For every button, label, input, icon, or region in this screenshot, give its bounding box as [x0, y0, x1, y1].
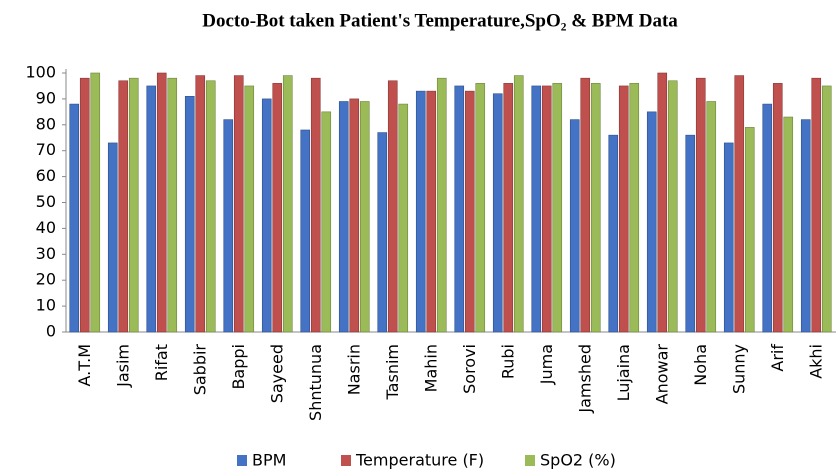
y-tick-label: 60: [36, 166, 56, 185]
bar: [128, 77, 139, 333]
bar: [436, 77, 447, 333]
bar: [205, 80, 216, 333]
x-tick-label: Noha: [691, 344, 710, 386]
bar: [772, 83, 783, 333]
bar: [233, 75, 244, 333]
bar: [695, 77, 706, 333]
y-tick-label: 30: [36, 244, 56, 263]
y-tick-label: 20: [36, 270, 56, 289]
x-tick-label: Jamshed: [575, 344, 594, 414]
bar: [321, 111, 332, 333]
x-tick-label: Shntunua: [306, 344, 325, 421]
bar: [387, 80, 398, 333]
y-tick-label: 40: [36, 218, 56, 237]
x-tick-label: Lujaina: [614, 344, 633, 401]
x-tick-label: Anowar: [652, 344, 671, 405]
bar: [734, 75, 745, 333]
x-tick-label: Juma: [537, 344, 556, 385]
x-tick-label: A.T.M: [75, 344, 94, 387]
bar: [300, 129, 311, 333]
x-tick-label: Rifat: [152, 344, 171, 381]
bar: [552, 83, 563, 333]
bar: [667, 80, 678, 333]
bar: [531, 85, 542, 333]
y-tick-label: 80: [36, 114, 56, 133]
bar: [580, 77, 591, 333]
bar: [426, 90, 437, 333]
bar: [184, 96, 195, 333]
y-tick-label: 100: [25, 63, 56, 82]
legend-swatch: [237, 455, 247, 466]
bar: [310, 77, 321, 333]
y-tick-label: 90: [36, 88, 56, 107]
bar: [223, 119, 234, 333]
bar: [244, 85, 255, 333]
bar: [398, 103, 409, 333]
bar: [800, 119, 811, 333]
bar: [79, 77, 90, 333]
y-tick-label: 0: [46, 322, 56, 341]
bar: [811, 77, 822, 333]
bar: [744, 127, 755, 333]
bar: [167, 77, 178, 333]
bar: [195, 75, 206, 333]
bar: [492, 93, 503, 333]
x-tick-label: Akhi: [806, 344, 825, 379]
bar: [783, 116, 794, 333]
y-tick-label: 10: [36, 296, 56, 315]
bar: [723, 142, 734, 333]
x-tick-label: Tasnim: [383, 344, 402, 400]
x-tick-label: Nasrin: [344, 344, 363, 395]
bar: [454, 85, 465, 333]
bar: [608, 134, 619, 333]
bar: [657, 72, 668, 333]
x-tick-label: Jasim: [113, 344, 132, 388]
bar: [107, 142, 118, 333]
bar: [513, 75, 524, 333]
y-tick-label: 70: [36, 140, 56, 159]
bar: [282, 75, 293, 333]
bar: [685, 134, 696, 333]
bar: [69, 103, 80, 333]
chart-title: Docto-Bot taken Patient's Temperature,Sp…: [202, 10, 678, 31]
bar: [629, 83, 640, 333]
bar: [706, 101, 717, 333]
bar: [821, 85, 832, 333]
bar: [349, 98, 360, 333]
legend-label: Temperature (F): [355, 451, 484, 470]
bar: [338, 101, 349, 333]
bar: [618, 85, 629, 333]
bar: [261, 98, 272, 333]
bar: [762, 103, 773, 333]
x-tick-label: Sorovi: [460, 344, 479, 394]
bar: [569, 119, 580, 333]
legend-label: BPM: [252, 451, 286, 470]
x-tick-label: Mahin: [421, 344, 440, 392]
x-tick-label: Bappi: [229, 344, 248, 390]
bar: [146, 85, 157, 333]
bar: [377, 132, 388, 333]
y-tick-label: 50: [36, 192, 56, 211]
x-tick-label: Rubi: [498, 344, 517, 379]
bar: [272, 83, 283, 333]
bar: [90, 72, 101, 333]
x-tick-label: Sayeed: [267, 344, 286, 403]
bar: [464, 90, 475, 333]
bar: [503, 83, 514, 333]
bar: [415, 90, 426, 333]
bar: [541, 85, 552, 333]
bar: [475, 83, 486, 333]
bar: [646, 111, 657, 333]
bar: [118, 80, 129, 333]
x-tick-label: Arif: [768, 344, 787, 372]
legend-swatch: [525, 455, 535, 466]
bar: [359, 101, 370, 333]
legend-label: SpO2 (%): [540, 451, 616, 470]
x-tick-label: Sabbir: [190, 344, 209, 396]
bar: [590, 83, 601, 333]
legend-swatch: [341, 455, 351, 466]
bar: [156, 72, 167, 333]
x-tick-label: Sunny: [729, 344, 748, 394]
